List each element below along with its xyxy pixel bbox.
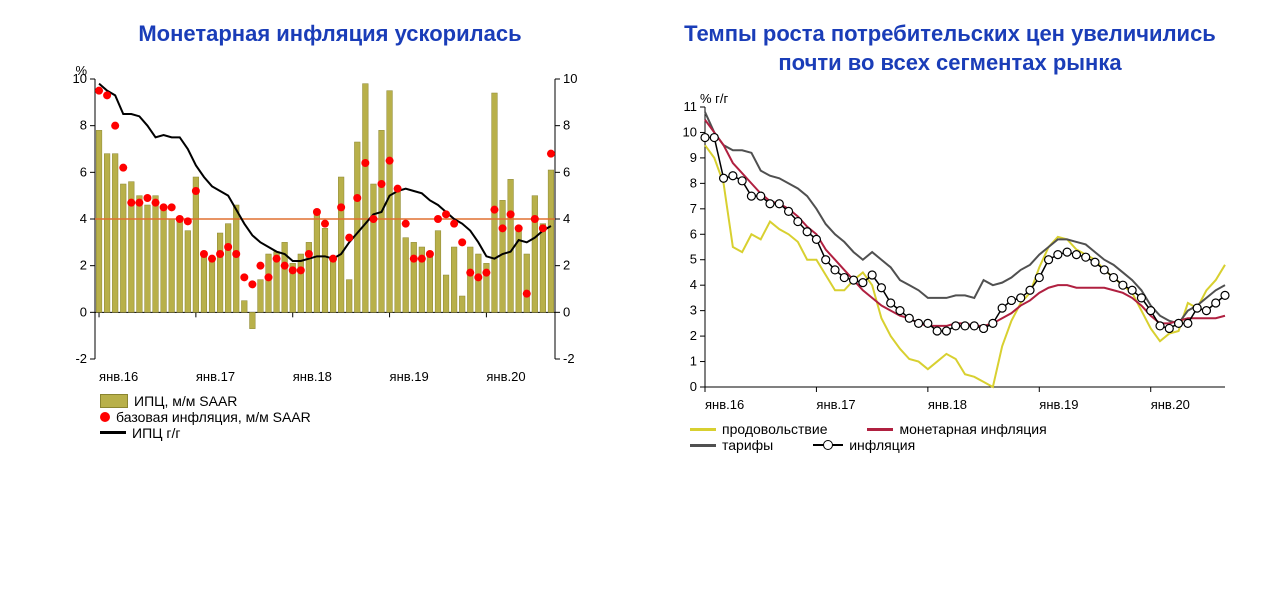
svg-text:3: 3 bbox=[690, 303, 697, 318]
svg-text:10: 10 bbox=[563, 71, 577, 86]
svg-text:0: 0 bbox=[690, 379, 697, 394]
svg-text:9: 9 bbox=[690, 150, 697, 165]
right-chart-title: Темпы роста потребительских цен увеличил… bbox=[660, 20, 1240, 77]
legend-item-food: продовольствие bbox=[690, 421, 827, 437]
legend-label-line: ИПЦ г/г bbox=[132, 425, 180, 441]
legend-item-inflation: инфляция bbox=[813, 437, 915, 453]
svg-text:8: 8 bbox=[563, 117, 570, 132]
svg-text:янв.16: янв.16 bbox=[705, 397, 744, 412]
legend-label-monetary: монетарная инфляция bbox=[899, 421, 1046, 437]
svg-text:8: 8 bbox=[690, 176, 697, 191]
svg-text:11: 11 bbox=[684, 99, 698, 114]
food-swatch-icon bbox=[690, 428, 716, 431]
left-chart-svg: %-2-200224466881010янв.16янв.17янв.18янв… bbox=[40, 59, 600, 389]
svg-text:-2: -2 bbox=[75, 351, 87, 366]
svg-text:-2: -2 bbox=[563, 351, 575, 366]
legend-label-food: продовольствие bbox=[722, 421, 827, 437]
bar-swatch-icon bbox=[100, 394, 128, 408]
svg-text:% г/г: % г/г bbox=[700, 91, 729, 106]
svg-text:янв.18: янв.18 bbox=[293, 369, 332, 384]
right-chart-panel: Темпы роста потребительских цен увеличил… bbox=[660, 20, 1240, 453]
legend-label-inflation: инфляция bbox=[849, 437, 915, 453]
inflation-swatch-icon bbox=[813, 439, 843, 451]
legend-item-dots: базовая инфляция, м/м SAAR bbox=[100, 409, 311, 425]
svg-text:2: 2 bbox=[563, 257, 570, 272]
left-legend: ИПЦ, м/м SAAR базовая инфляция, м/м SAAR… bbox=[40, 393, 620, 441]
svg-text:1: 1 bbox=[690, 354, 697, 369]
svg-text:4: 4 bbox=[80, 211, 87, 226]
legend-label-bars: ИПЦ, м/м SAAR bbox=[134, 393, 237, 409]
right-chart-svg: % г/г 0 1 2 3 4 5 6 7 8 9 10 11 янв.16 янв.17 янв.18 янв… bbox=[660, 87, 1240, 417]
legend-item-line: ИПЦ г/г bbox=[100, 425, 180, 441]
legend-label-tariff: тарифы bbox=[722, 437, 773, 453]
tariff-swatch-icon bbox=[690, 444, 716, 447]
svg-text:2: 2 bbox=[690, 328, 697, 343]
svg-text:0: 0 bbox=[80, 304, 87, 319]
line-swatch-icon bbox=[100, 431, 126, 434]
svg-text:10: 10 bbox=[73, 71, 87, 86]
svg-text:янв.19: янв.19 bbox=[1039, 397, 1078, 412]
svg-text:янв.17: янв.17 bbox=[816, 397, 855, 412]
svg-text:6: 6 bbox=[690, 226, 697, 241]
left-chart-panel: Монетарная инфляция ускорилась %-2-20022… bbox=[40, 20, 620, 441]
right-legend: продовольствие монетарная инфляция тариф… bbox=[660, 421, 1240, 453]
svg-text:янв.20: янв.20 bbox=[1151, 397, 1190, 412]
charts-container: Монетарная инфляция ускорилась %-2-20022… bbox=[40, 20, 1240, 453]
svg-text:2: 2 bbox=[80, 257, 87, 272]
svg-text:янв.18: янв.18 bbox=[928, 397, 967, 412]
svg-text:4: 4 bbox=[690, 277, 697, 292]
legend-item-bars: ИПЦ, м/м SAAR bbox=[100, 393, 237, 409]
svg-text:6: 6 bbox=[80, 164, 87, 179]
left-chart-title: Монетарная инфляция ускорилась bbox=[40, 20, 620, 49]
svg-text:4: 4 bbox=[563, 211, 570, 226]
svg-text:5: 5 bbox=[690, 252, 697, 267]
svg-text:0: 0 bbox=[563, 304, 570, 319]
svg-text:янв.20: янв.20 bbox=[486, 369, 525, 384]
svg-text:7: 7 bbox=[690, 201, 697, 216]
svg-text:10: 10 bbox=[683, 125, 697, 140]
legend-label-dots: базовая инфляция, м/м SAAR bbox=[116, 409, 311, 425]
dot-swatch-icon bbox=[100, 412, 110, 422]
svg-text:8: 8 bbox=[80, 117, 87, 132]
monetary-swatch-icon bbox=[867, 428, 893, 431]
svg-text:янв.16: янв.16 bbox=[99, 369, 138, 384]
svg-text:янв.19: янв.19 bbox=[390, 369, 429, 384]
svg-text:6: 6 bbox=[563, 164, 570, 179]
legend-item-tariff: тарифы bbox=[690, 437, 773, 453]
legend-item-monetary: монетарная инфляция bbox=[867, 421, 1046, 437]
svg-text:янв.17: янв.17 bbox=[196, 369, 235, 384]
